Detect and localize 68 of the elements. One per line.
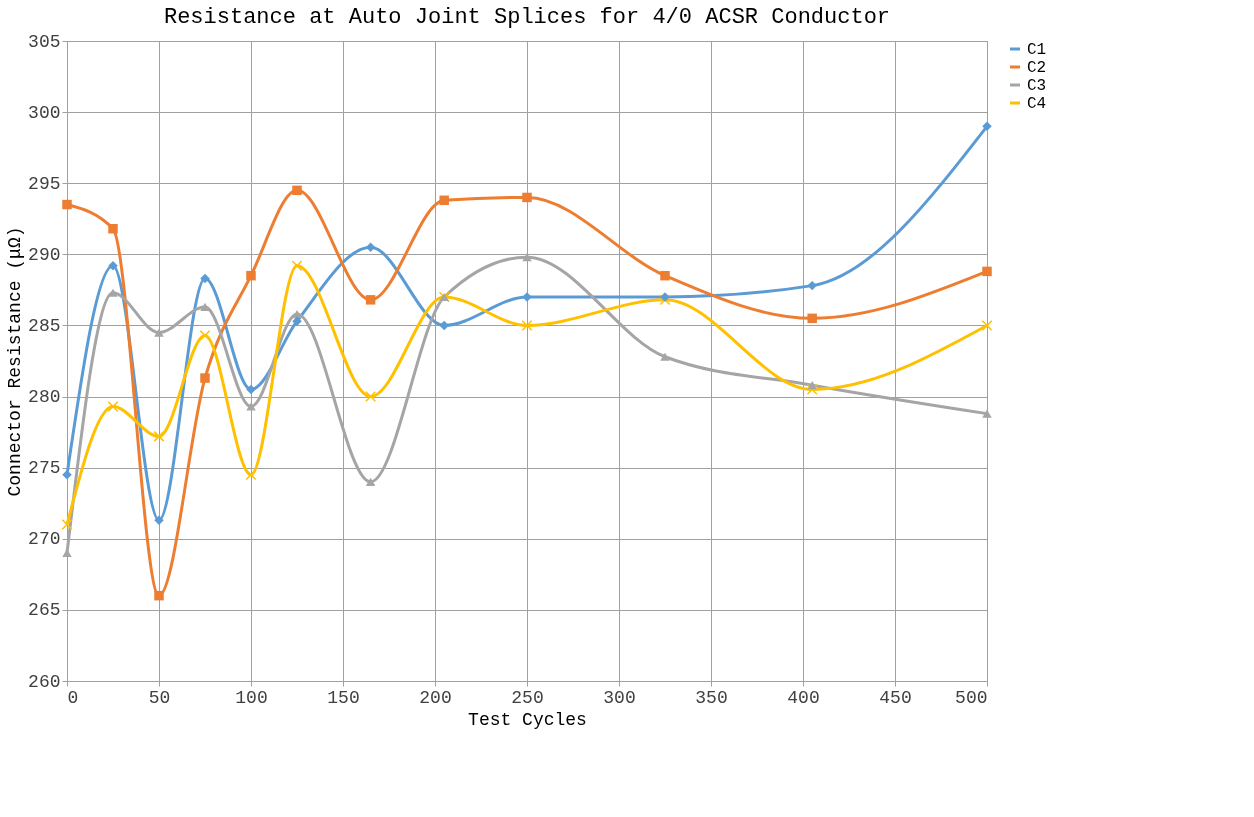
point <box>62 199 72 210</box>
x-axis-title: Test Cycles <box>468 709 587 730</box>
point <box>982 121 992 132</box>
point <box>200 273 210 284</box>
point <box>154 515 164 526</box>
y-tick-label: 280 <box>28 387 61 408</box>
point <box>246 270 256 281</box>
y-tick-label: 275 <box>28 458 61 479</box>
point <box>108 288 118 297</box>
point <box>521 319 533 331</box>
x-tick-label: 350 <box>695 687 728 708</box>
point <box>439 320 449 331</box>
x-tick-label: 400 <box>787 687 820 708</box>
point <box>439 195 449 206</box>
point <box>154 328 164 337</box>
legend-label: C3 <box>1027 77 1047 95</box>
point <box>522 253 532 262</box>
point <box>807 381 817 390</box>
point <box>108 260 118 271</box>
point <box>807 280 817 291</box>
y-axis-title: Connector Resistance (μΩ) <box>5 226 26 497</box>
y-tick-label: 270 <box>28 529 61 550</box>
point <box>291 260 303 272</box>
point <box>154 590 164 601</box>
point <box>660 270 670 281</box>
point <box>806 383 818 395</box>
point <box>153 430 165 442</box>
y-tick-label: 300 <box>28 102 61 123</box>
x-tick-label: 50 <box>148 687 171 708</box>
point <box>807 313 817 324</box>
x-tick-label: 200 <box>419 687 452 708</box>
x-tick-label: 450 <box>879 687 912 708</box>
point <box>365 391 377 403</box>
x-tick-label: 150 <box>327 687 360 708</box>
x-tick-label: 300 <box>603 687 636 708</box>
point <box>107 401 119 412</box>
point <box>660 352 670 361</box>
legend-label: C1 <box>1027 41 1047 59</box>
y-tick-label: 285 <box>28 315 61 336</box>
point <box>981 319 993 331</box>
y-tick-label: 265 <box>28 600 61 621</box>
legend-label: C2 <box>1027 59 1047 77</box>
y-tick-label: 290 <box>28 244 61 265</box>
point <box>246 384 256 395</box>
point <box>199 329 211 341</box>
point <box>246 402 256 411</box>
y-tick-label: 260 <box>28 671 61 692</box>
point <box>982 266 992 277</box>
point <box>200 302 210 312</box>
point <box>365 477 376 486</box>
point <box>245 469 257 481</box>
legend-label: C4 <box>1027 95 1047 113</box>
y-tick-label: 295 <box>28 173 61 194</box>
x-tick-label: 0 <box>67 687 79 708</box>
point <box>659 294 671 306</box>
point <box>292 185 302 196</box>
x-tick-label: 250 <box>511 687 544 708</box>
point <box>522 192 532 203</box>
chart-title: Resistance at Auto Joint Splices for 4/0 ACSR Conductor <box>163 5 891 30</box>
point <box>108 223 118 234</box>
point <box>61 519 73 531</box>
point <box>365 295 376 305</box>
point <box>982 409 992 418</box>
y-tick-label: 305 <box>28 31 61 52</box>
point <box>365 242 376 252</box>
point <box>200 373 210 383</box>
x-tick-label: 500 <box>955 687 988 708</box>
x-tick-label: 100 <box>235 687 268 708</box>
